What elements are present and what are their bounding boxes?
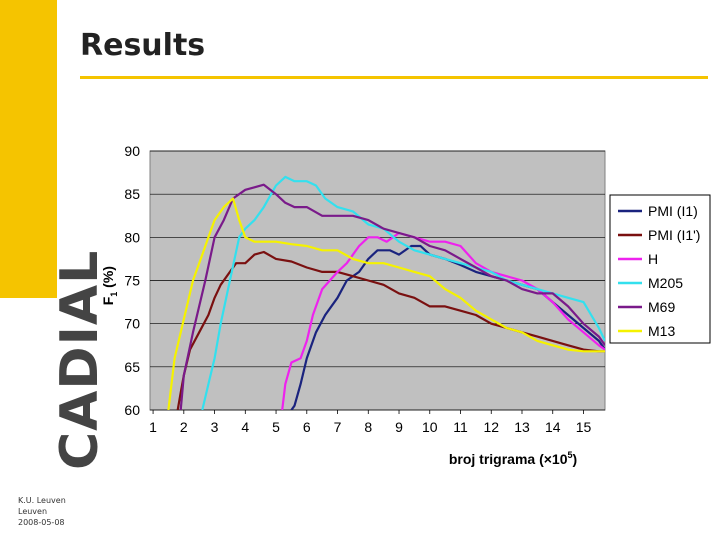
x-tick-label: 8 — [364, 419, 372, 435]
y-tick-label: 70 — [124, 316, 140, 332]
footer-info: K.U. Leuven Leuven 2008-05-08 — [18, 495, 66, 528]
x-tick-label: 3 — [211, 419, 219, 435]
x-tick-label: 4 — [241, 419, 249, 435]
x-tick-label: 11 — [453, 419, 468, 435]
y-tick-label: 90 — [124, 143, 140, 159]
footer-line: Leuven — [18, 507, 48, 516]
y-tick-label: 60 — [124, 402, 140, 418]
sidebar-accent-bar — [0, 0, 57, 298]
x-axis-title: broj trigrama (×105) — [449, 450, 577, 467]
footer-line: 2008-05-08 — [18, 518, 65, 527]
x-tick-label: 10 — [422, 419, 438, 435]
x-tick-label: 7 — [334, 419, 342, 435]
legend-box — [609, 194, 711, 344]
footer-line: K.U. Leuven — [18, 496, 66, 505]
y-tick-label: 75 — [124, 273, 140, 289]
series-line — [167, 197, 605, 410]
legend-label: H — [648, 251, 658, 267]
sidebar-brand-panel: CADIAL K.U. Leuven Leuven 2008-05-08 — [0, 0, 110, 540]
legend-label: PMI (I1') — [648, 227, 700, 243]
x-tick-label: 1 — [149, 419, 157, 435]
x-tick-label: 12 — [483, 419, 499, 435]
x-tick-label: 13 — [514, 419, 530, 435]
legend-label: M205 — [648, 275, 683, 291]
legend-label: M13 — [648, 323, 675, 339]
x-tick-label: 9 — [395, 419, 403, 435]
y-tick-label: 80 — [124, 229, 140, 245]
x-tick-label: 6 — [303, 419, 311, 435]
legend-label: PMI (I1) — [648, 203, 698, 219]
x-tick-label: 14 — [545, 419, 561, 435]
title-underline — [80, 76, 708, 79]
series-group — [167, 175, 605, 410]
x-tick-label: 15 — [576, 419, 592, 435]
legend-label: M69 — [648, 299, 675, 315]
x-tick-label: 2 — [180, 419, 188, 435]
y-tick-label: 65 — [124, 359, 140, 375]
y-axis-title: F1 (%) — [100, 266, 119, 305]
series-line — [179, 183, 605, 410]
y-tick-label: 85 — [124, 186, 140, 202]
x-tick-label: 5 — [272, 419, 280, 435]
slide-title: Results — [80, 28, 206, 63]
